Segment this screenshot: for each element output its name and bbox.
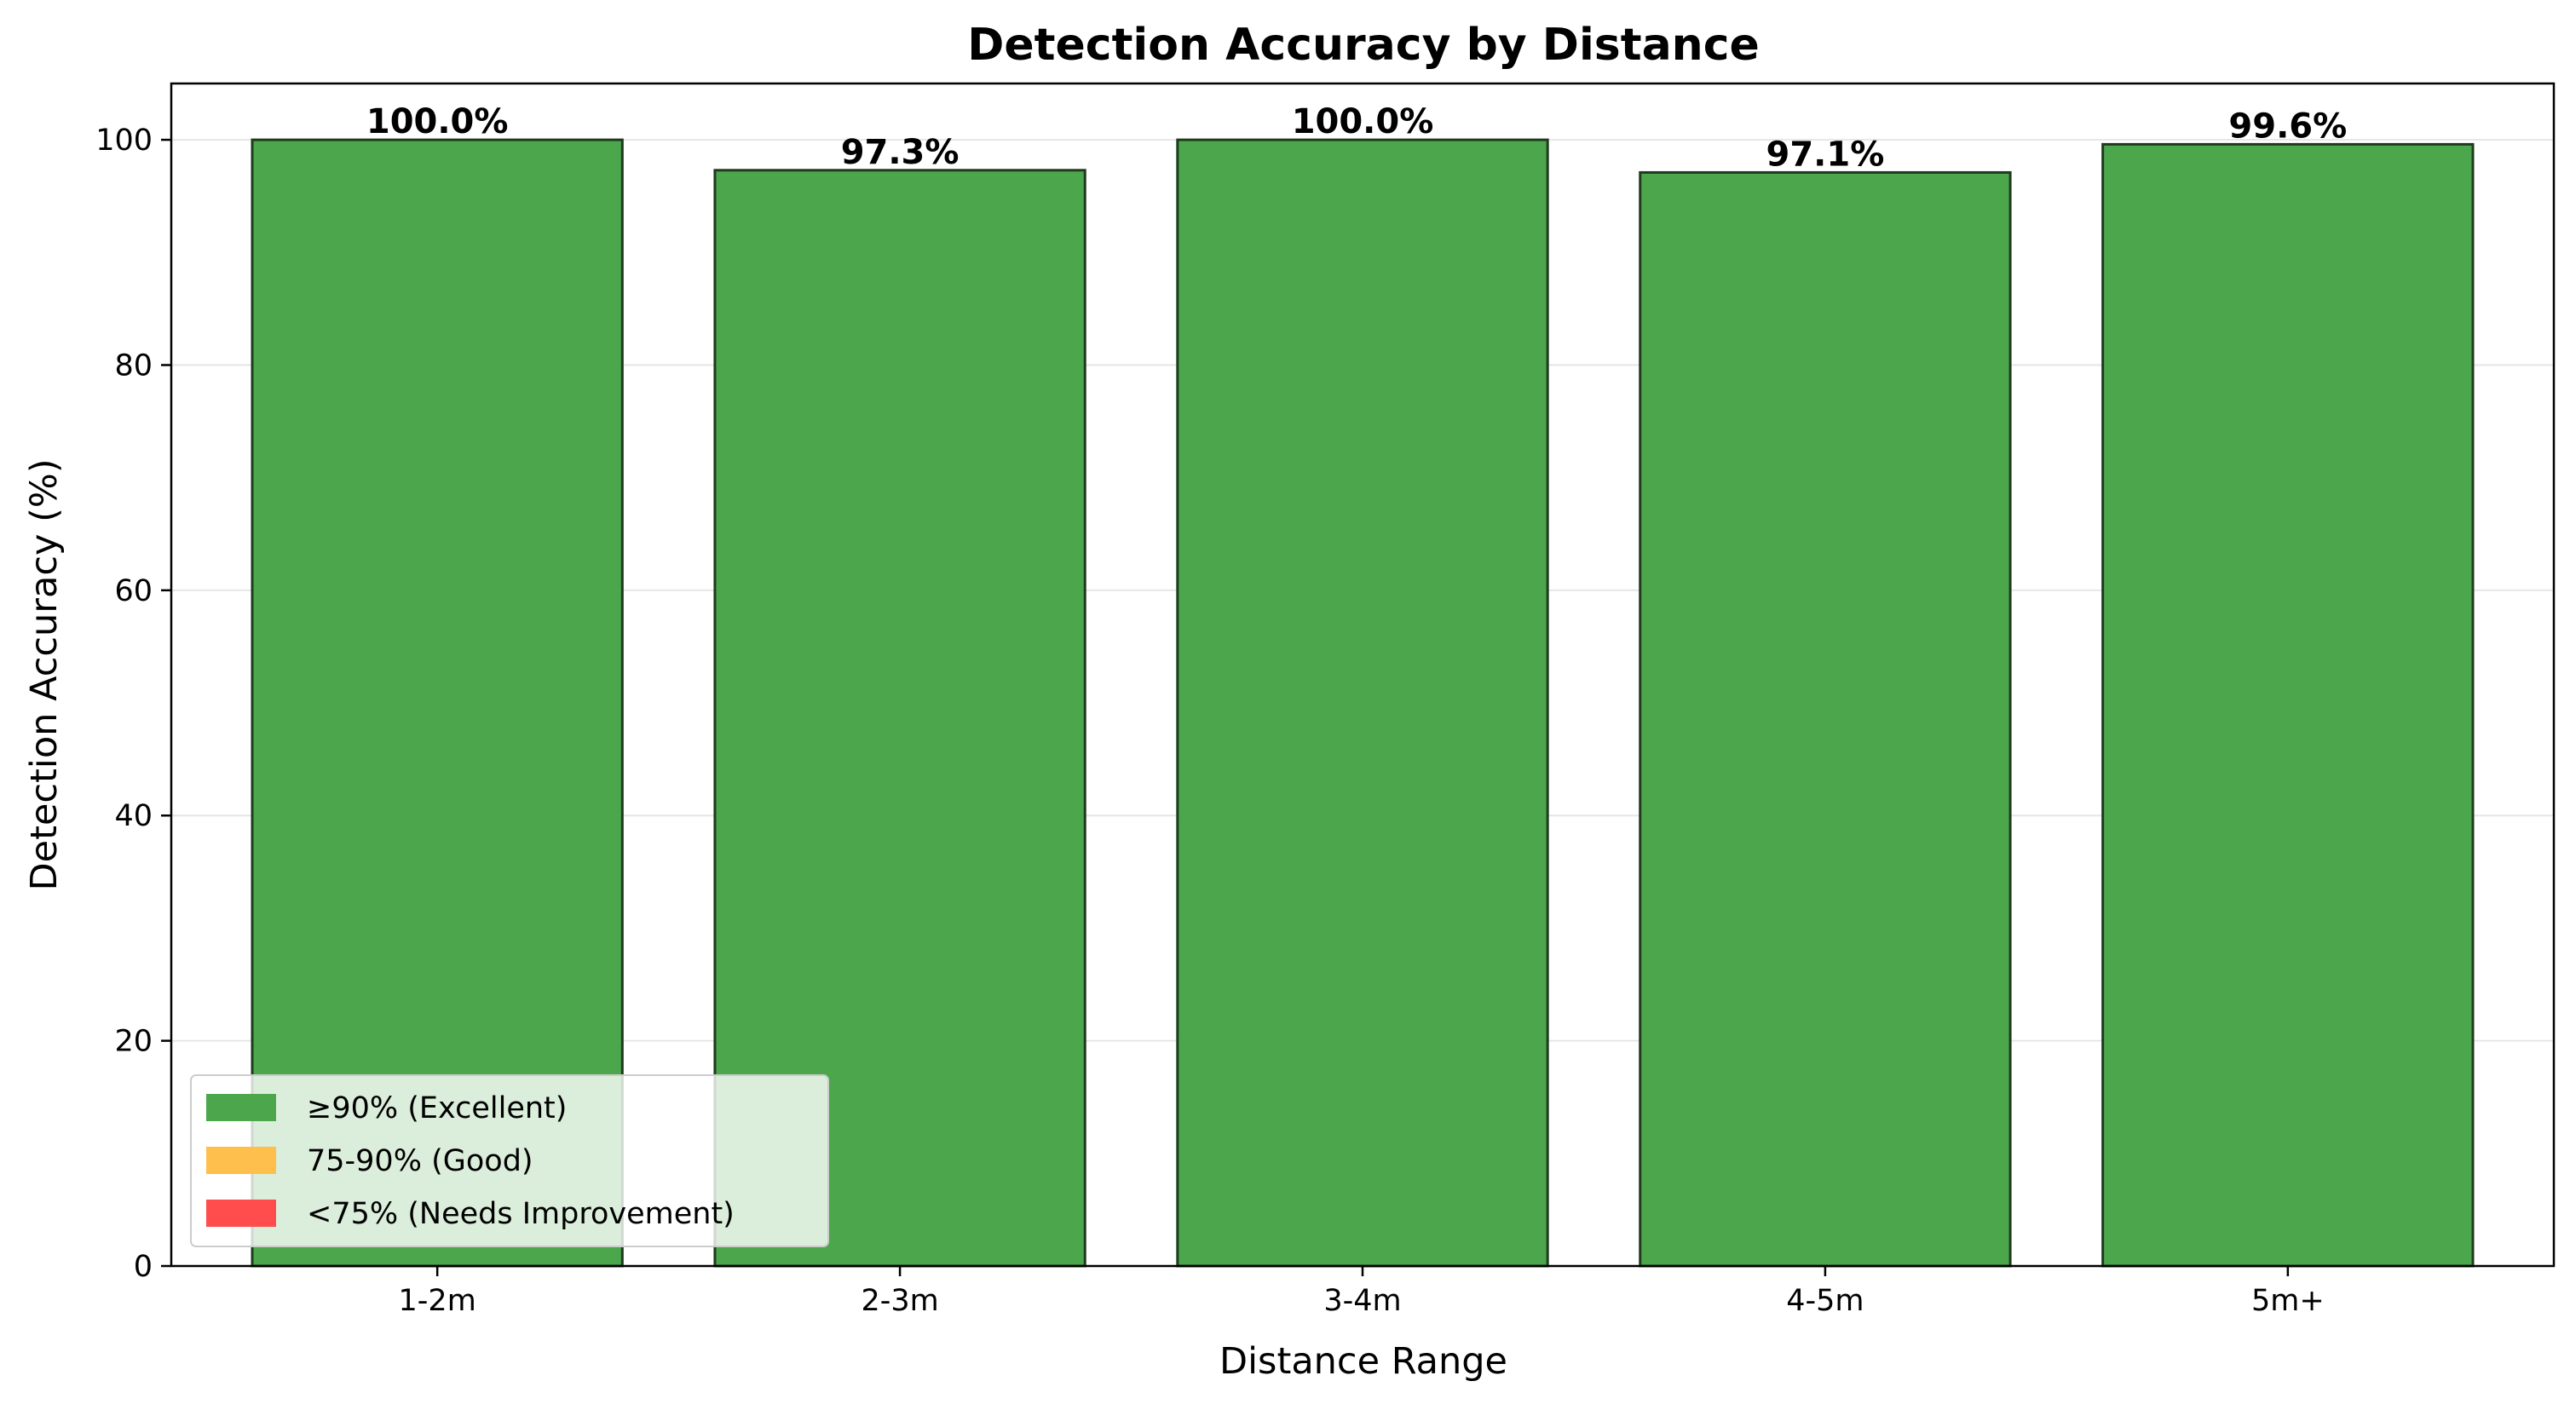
y-tick-label-40: 40	[114, 799, 153, 833]
bars	[251, 138, 2475, 1268]
legend-swatch-0	[206, 1094, 276, 1121]
x-tick-label-5m+: 5m+	[2251, 1284, 2325, 1318]
x-axis-label: Distance Range	[1219, 1340, 1507, 1383]
bar-value-label-3-4m: 100.0%	[1292, 102, 1434, 141]
bar-value-label-4-5m: 97.1%	[1766, 135, 1885, 174]
bar-3-4m	[1176, 138, 1549, 1268]
y-tick-label-0: 0	[134, 1250, 153, 1284]
bar-5m+	[2101, 142, 2475, 1268]
legend-swatch-2	[206, 1200, 276, 1227]
bar-value-labels: 100.0% 97.3% 100.0% 97.1% 99.6%	[366, 102, 2347, 174]
legend-entry-label-2: <75% (Needs Improvement)	[307, 1197, 735, 1231]
bar-value-label-1-2m: 100.0%	[366, 102, 509, 141]
legend: ≥90% (Excellent) 75-90% (Good) <75% (Needs…	[190, 1074, 829, 1247]
x-tick-label-2-3m: 2-3m	[861, 1284, 938, 1318]
y-tick-label-100: 100	[95, 124, 153, 158]
x-tick-label-3-4m: 3-4m	[1323, 1284, 1401, 1318]
x-tick-label-1-2m: 1-2m	[399, 1284, 476, 1318]
x-tick-label-4-5m: 4-5m	[1786, 1284, 1864, 1318]
y-tick-label-80: 80	[114, 348, 153, 383]
chart-title: Detection Accuracy by Distance	[967, 20, 1760, 71]
legend-entry-label-0: ≥90% (Excellent)	[307, 1091, 567, 1125]
y-axis-ticks: 0 20 40 60 80 100	[95, 124, 171, 1284]
y-tick-label-60: 60	[114, 574, 153, 608]
y-tick-label-20: 20	[114, 1025, 153, 1059]
x-axis-ticks: 1-2m 2-3m 3-4m 4-5m 5m+	[399, 1266, 2325, 1318]
legend-box	[190, 1074, 829, 1247]
bar-4-5m	[1639, 170, 2012, 1268]
bar-value-label-5m+: 99.6%	[2228, 106, 2347, 146]
y-axis-label: Detection Accuracy (%)	[23, 459, 66, 891]
bar-value-label-2-3m: 97.3%	[841, 133, 960, 172]
legend-swatch-1	[206, 1147, 276, 1174]
legend-entry-label-1: 75-90% (Good)	[307, 1144, 533, 1178]
